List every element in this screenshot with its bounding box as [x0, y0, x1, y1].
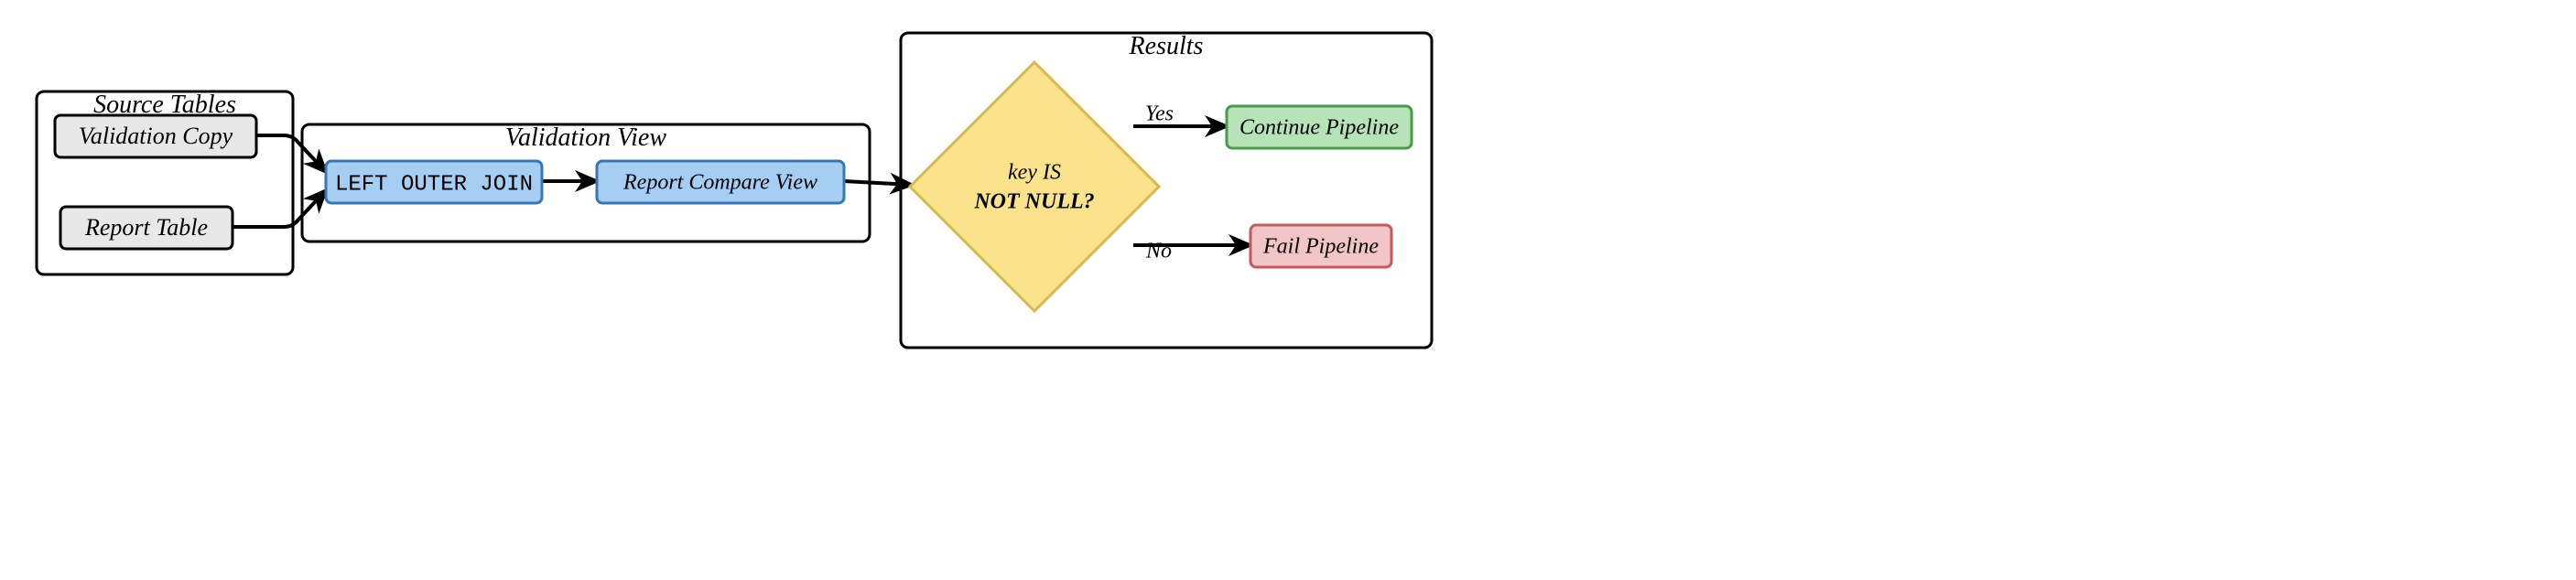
- node-left_outer_join: LEFT OUTER JOIN: [326, 161, 542, 203]
- node-fail_pipeline: Fail Pipeline: [1250, 225, 1391, 267]
- node-label: Report Compare View: [622, 171, 817, 195]
- node-label: Validation Copy: [79, 123, 233, 149]
- edge-label: No: [1145, 240, 1172, 263]
- diamond-line2: NOT NULL?: [973, 190, 1094, 214]
- node-label: Report Table: [84, 214, 208, 241]
- container-title: Validation View: [505, 124, 666, 152]
- node-label: LEFT OUTER JOIN: [335, 172, 533, 197]
- node-report_compare_view: Report Compare View: [597, 161, 844, 203]
- diamond-line1: key IS: [1008, 161, 1061, 185]
- node-validation_copy: Validation Copy: [55, 115, 256, 157]
- flowchart-diagram: Source TablesValidation ViewResults YesN…: [0, 0, 2576, 580]
- node-continue_pipeline: Continue Pipeline: [1227, 106, 1412, 148]
- node-label: Fail Pipeline: [1262, 235, 1379, 259]
- node-report_table: Report Table: [60, 207, 233, 249]
- node-label: Continue Pipeline: [1239, 116, 1399, 140]
- container-title: Results: [1129, 32, 1204, 60]
- edge-label: Yes: [1145, 102, 1174, 126]
